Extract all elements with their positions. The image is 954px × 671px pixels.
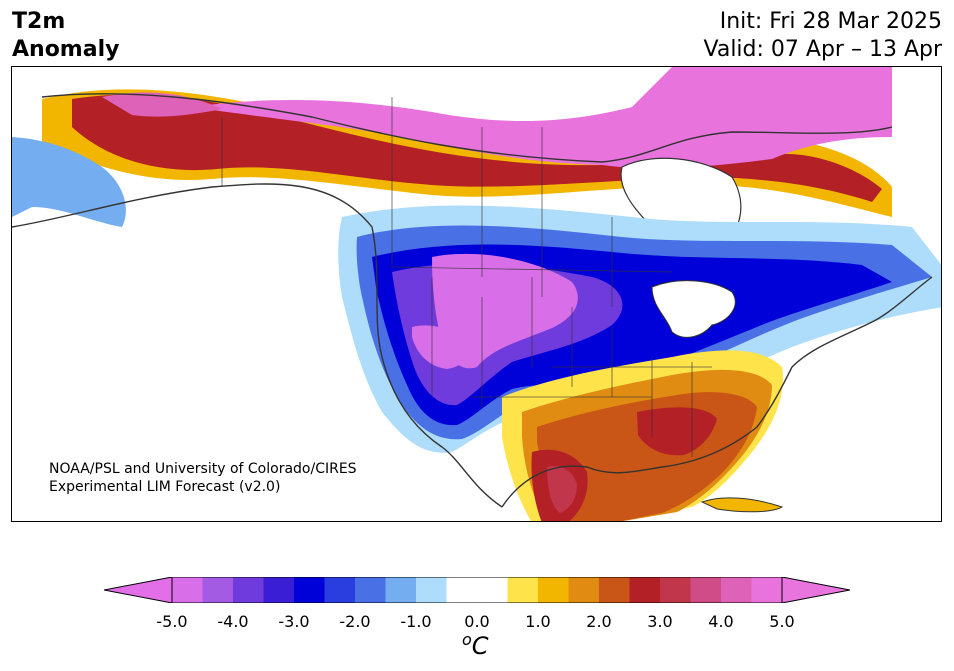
colorbar-cell	[660, 577, 691, 603]
colorbar-cell	[507, 577, 539, 603]
map-title: T2m Anomaly	[12, 8, 119, 64]
credit-line-2: Experimental LIM Forecast (v2.0)	[49, 479, 281, 495]
colorbar-cell	[446, 577, 478, 603]
colorbar	[104, 577, 850, 603]
colorbar-tick-label: -1.0	[400, 612, 432, 631]
pacific-blue	[12, 137, 126, 227]
colorbar-tick-label: 2.0	[586, 612, 612, 631]
units-superscript: o	[462, 630, 472, 649]
cold-core-sw	[412, 325, 469, 369]
colorbar-underflow-triangle	[104, 577, 173, 603]
colorbar-cell	[690, 577, 722, 603]
colorbar-cell	[355, 577, 386, 603]
credit-line-1: NOAA/PSL and University of Colorado/CIRE…	[49, 461, 357, 477]
cuba	[700, 497, 784, 513]
colorbar-cell	[568, 577, 600, 603]
colorbar-cell	[477, 577, 508, 603]
colorbar-cell	[202, 577, 234, 603]
arctic-magenta	[192, 67, 892, 169]
colorbar-units: oC	[462, 630, 489, 660]
colorbar-cell	[721, 577, 752, 603]
texas-core	[547, 466, 577, 513]
colorbar-tick-label: 4.0	[708, 612, 734, 631]
colorbar-tick-label: 5.0	[769, 612, 795, 631]
colorbar-cell	[263, 577, 295, 603]
units-base: C	[471, 632, 489, 660]
colorbar-tick-label: 3.0	[647, 612, 673, 631]
warm-south-red	[637, 407, 717, 456]
colorbar-tick-label: -3.0	[278, 612, 310, 631]
colorbar-cell	[233, 577, 264, 603]
great-lakes	[651, 280, 736, 338]
anomaly-map: NOAA/PSL and University of Colorado/CIRE…	[11, 66, 942, 522]
map-canvas	[12, 67, 941, 521]
quantity-name: Anomaly	[12, 37, 120, 62]
colorbar-outline	[171, 577, 783, 603]
variable-name: T2m	[12, 9, 66, 34]
colorbar-overflow-triangle	[781, 577, 850, 603]
cold-core-purple	[432, 253, 578, 369]
colorbar-cells	[172, 577, 783, 603]
colorbar-cell	[629, 577, 661, 603]
coastline	[12, 93, 933, 508]
colorbar-cell	[172, 577, 203, 603]
colorbar-tick-label: -4.0	[217, 612, 249, 631]
colorbar-cell	[294, 577, 325, 603]
colorbar-tick-label: 1.0	[525, 612, 551, 631]
colorbar-cell	[538, 577, 569, 603]
credit-text: NOAA/PSL and University of Colorado/CIRE…	[49, 460, 357, 496]
forecast-dates: Init: Fri 28 Mar 2025 Valid: 07 Apr – 13…	[704, 8, 943, 64]
colorbar-cell	[324, 577, 356, 603]
colorbar-cell	[599, 577, 630, 603]
valid-range: Valid: 07 Apr – 13 Apr	[703, 37, 943, 62]
colorbar-cell	[416, 577, 447, 603]
colorbar-cell	[385, 577, 417, 603]
colorbar-tick-label: 0.0	[464, 612, 490, 631]
borders	[221, 97, 712, 457]
init-date: Init: Fri 28 Mar 2025	[719, 9, 942, 34]
colorbar-cell	[751, 577, 783, 603]
colorbar-tick-label: -5.0	[156, 612, 188, 631]
colorbar-tick-label: -2.0	[339, 612, 371, 631]
